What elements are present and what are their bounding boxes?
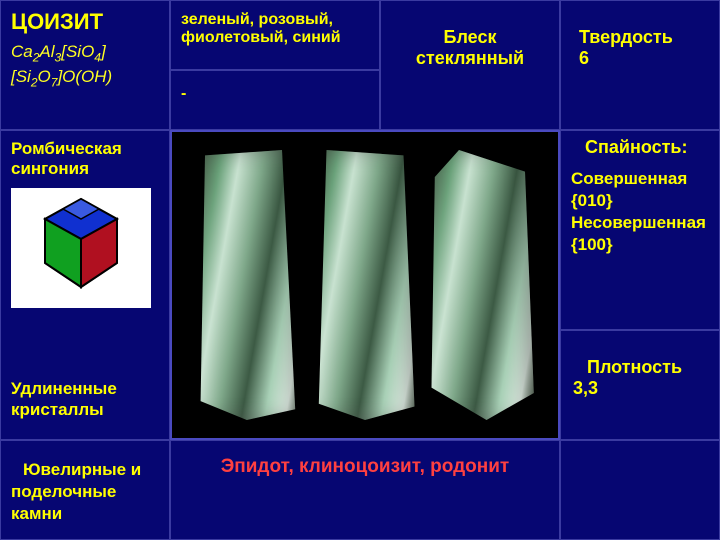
- crystal-photo-3: [426, 150, 536, 420]
- crystal-photo-2: [310, 150, 420, 420]
- mineral-formula: Ca2Al3[SiO4][Si2O7]O(OH): [11, 41, 159, 91]
- polyhedron-icon: [21, 193, 141, 303]
- cleavage-body: Совершенная {010} Несовершенная {100}: [571, 168, 709, 256]
- system-cell: Ромбическая сингония Удлиненные кристалл…: [0, 130, 170, 440]
- mineral-name: ЦОИЗИТ: [11, 9, 159, 35]
- crystal-system-diagram: [11, 188, 151, 308]
- uses-text-1: Ювелирные и: [23, 460, 141, 479]
- hardness-value: 6: [579, 48, 709, 69]
- density-cell: Плотность 3,3: [560, 330, 720, 440]
- luster-label: Блеск: [391, 27, 549, 48]
- mineral-photo: [170, 130, 560, 440]
- blank-cell: [560, 440, 720, 540]
- uses-text-2: поделочные камни: [11, 482, 116, 523]
- title-cell: ЦОИЗИТ Ca2Al3[SiO4][Si2O7]O(OH): [0, 0, 170, 130]
- density-value: 3,3: [573, 378, 709, 399]
- cleavage-line: {100}: [571, 234, 709, 256]
- density-label: Плотность: [587, 357, 709, 378]
- streak-cell: -: [170, 70, 380, 130]
- habit-label: Удлиненные кристаллы: [11, 378, 159, 421]
- cleavage-title: Спайность:: [585, 137, 709, 158]
- luster-cell: Блеск стеклянный: [380, 0, 560, 130]
- mineral-card: ЦОИЗИТ Ca2Al3[SiO4][Si2O7]O(OH) зеленый,…: [0, 0, 720, 540]
- crystal-photo-1: [194, 150, 304, 420]
- uses-cell: Ювелирные и поделочные камни: [0, 440, 170, 540]
- cleavage-line: {010}: [571, 190, 709, 212]
- cleavage-line: Совершенная: [571, 168, 709, 190]
- cleavage-cell: Спайность: Совершенная {010} Несовершенн…: [560, 130, 720, 330]
- colors-cell: зеленый, розовый, фиолетовый, синий: [170, 0, 380, 70]
- hardness-cell: Твердость 6: [560, 0, 720, 130]
- hardness-label: Твердость: [579, 27, 709, 48]
- related-cell: Эпидот, клиноцоизит, родонит: [170, 440, 560, 540]
- cleavage-line: Несовершенная: [571, 212, 709, 234]
- luster-value: стеклянный: [391, 48, 549, 69]
- system-label: Ромбическая сингония: [11, 139, 159, 180]
